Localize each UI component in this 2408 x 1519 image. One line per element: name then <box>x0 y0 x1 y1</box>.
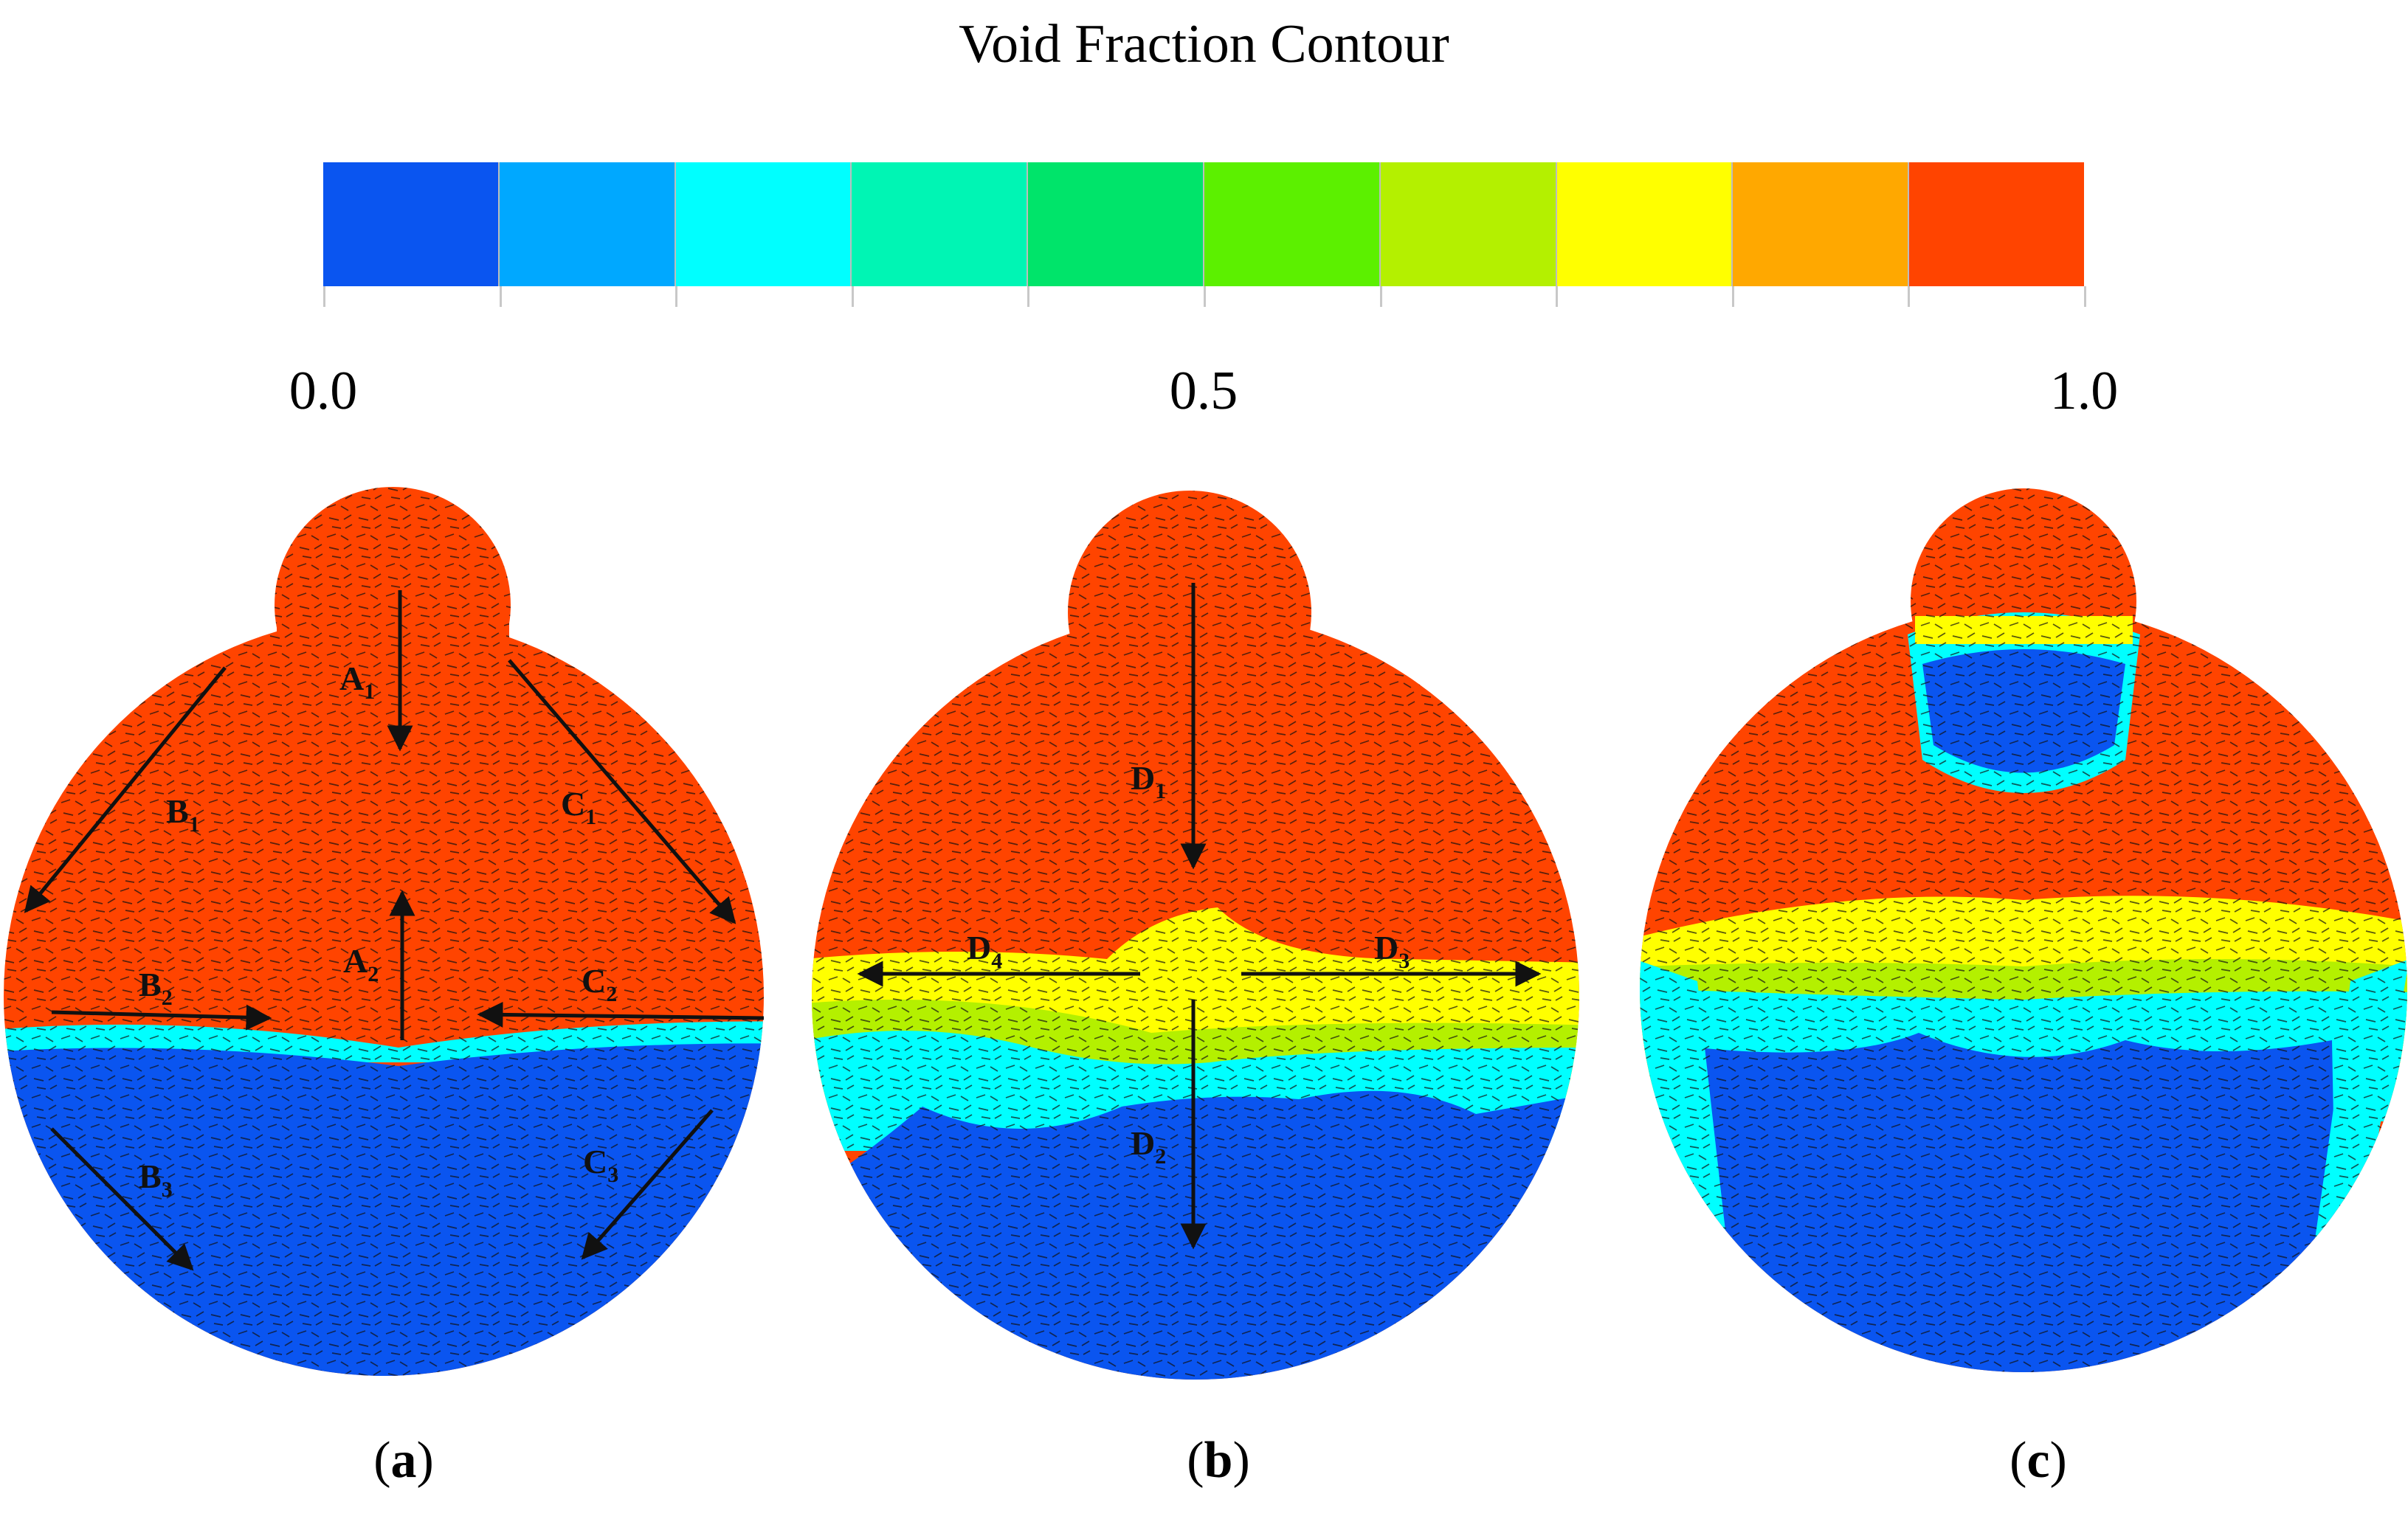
panel-b-contour <box>812 491 1579 1380</box>
arrow-b3 <box>50 1127 194 1271</box>
panel-c-contour <box>1640 488 2407 1372</box>
colorbar-tick-0 <box>323 286 325 307</box>
label-d3: D3 <box>1374 929 1410 973</box>
colorbar-segment-6 <box>1380 162 1557 286</box>
colorbar-segment-8 <box>1733 162 1910 286</box>
colorbar-segment-7 <box>1556 162 1733 286</box>
colorbar-segment-5 <box>1204 162 1381 286</box>
velocity-vectors <box>1640 488 2407 1372</box>
colorbar-tick-8 <box>1731 286 1734 307</box>
colorbar-label-min: 0.0 <box>289 361 358 421</box>
velocity-vectors <box>812 491 1579 1380</box>
label-a1: A1 <box>339 660 375 704</box>
colorbar-tick-4 <box>1027 286 1030 307</box>
colorbar-segment-9 <box>1909 162 2084 286</box>
label-d2: D2 <box>1131 1124 1166 1169</box>
label-c1: C1 <box>561 785 596 829</box>
label-b2: B2 <box>139 966 173 1010</box>
figure-title: Void Fraction Contour <box>959 14 1449 75</box>
colorbar-tick-1 <box>499 286 502 307</box>
label-c2: C2 <box>582 962 617 1006</box>
colorbar-segment-2 <box>675 162 852 286</box>
label-b1: B1 <box>166 792 200 837</box>
label-d1: D1 <box>1131 759 1166 803</box>
arrow-c3 <box>581 1109 714 1260</box>
panel-b: D1 D2 D3 D4 <box>812 491 1579 1380</box>
label-c3: C3 <box>583 1143 618 1187</box>
colorbar-tick-2 <box>675 286 678 307</box>
arrow-c2 <box>477 1001 765 1028</box>
label-a2: A2 <box>343 942 379 986</box>
colorbar <box>323 162 2084 286</box>
colorbar-label-mid: 0.5 <box>1169 361 1238 421</box>
panel-a-contour <box>4 487 764 1376</box>
colorbar-tick-10 <box>2084 286 2086 307</box>
colorbar-tick-6 <box>1379 286 1382 307</box>
arrow-b2 <box>51 1004 272 1031</box>
colorbar-segment-1 <box>499 162 676 286</box>
panel-c <box>1640 488 2407 1372</box>
void-fraction-panels: A1 A2 B1 B2 B3 C1 C2 C3 D1 D2 D3 D4 <box>4 487 2407 1380</box>
panel-label-b: (b) <box>1187 1432 1250 1489</box>
colorbar-tick-9 <box>1908 286 1911 307</box>
panel-label-c: (c) <box>2009 1432 2067 1489</box>
velocity-vectors <box>4 487 764 1376</box>
colorbar-ticks <box>323 286 2086 308</box>
panel-a: A1 A2 B1 B2 B3 C1 C2 C3 <box>4 487 765 1376</box>
colorbar-segment-0 <box>323 162 500 286</box>
colorbar-tick-5 <box>1204 286 1206 307</box>
colorbar-tick-7 <box>1556 286 1559 307</box>
colorbar-label-max: 1.0 <box>2049 361 2119 421</box>
arrow-b1 <box>24 666 227 913</box>
colorbar-segment-3 <box>852 162 1029 286</box>
label-d4: D4 <box>967 929 1002 973</box>
colorbar-segment-4 <box>1028 162 1204 286</box>
colorbar-tick-3 <box>851 286 854 307</box>
panel-label-a: (a) <box>373 1432 434 1489</box>
label-b3: B3 <box>139 1158 173 1202</box>
arrow-c1 <box>508 659 736 924</box>
